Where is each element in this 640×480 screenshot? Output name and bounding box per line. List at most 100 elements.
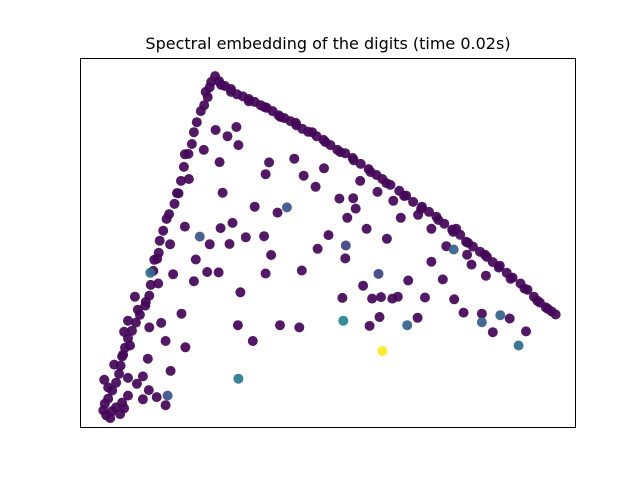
data-point xyxy=(376,292,386,303)
data-point xyxy=(275,320,285,331)
data-point xyxy=(162,390,173,401)
data-point xyxy=(224,239,235,249)
data-point xyxy=(127,325,137,336)
data-point xyxy=(137,371,148,382)
data-point xyxy=(103,382,114,393)
data-point xyxy=(226,86,236,97)
data-point xyxy=(408,196,419,207)
data-point xyxy=(364,320,375,331)
data-point xyxy=(186,139,197,149)
data-point xyxy=(132,304,143,315)
data-point xyxy=(156,317,167,328)
data-point xyxy=(320,137,331,148)
data-point xyxy=(504,313,515,324)
data-point xyxy=(266,250,277,260)
data-point xyxy=(123,315,133,326)
data-point xyxy=(296,265,307,276)
data-point xyxy=(476,317,487,328)
data-point xyxy=(165,239,176,250)
data-point xyxy=(195,106,206,117)
data-point xyxy=(505,273,516,284)
data-point xyxy=(513,340,524,351)
data-point xyxy=(153,278,164,289)
data-point xyxy=(259,231,270,242)
data-point xyxy=(165,365,176,376)
data-point xyxy=(381,233,392,244)
data-point xyxy=(480,270,491,281)
data-point xyxy=(183,174,194,184)
data-point xyxy=(437,274,448,285)
data-point xyxy=(451,223,462,234)
data-point xyxy=(462,249,473,260)
data-point xyxy=(426,256,437,267)
data-point xyxy=(307,127,318,138)
data-point xyxy=(213,267,224,278)
data-point xyxy=(202,267,213,277)
data-point xyxy=(281,202,292,213)
data-point xyxy=(190,254,201,265)
data-point xyxy=(388,195,399,206)
data-point xyxy=(260,268,271,279)
data-point xyxy=(433,215,444,225)
data-point xyxy=(227,217,238,228)
data-point xyxy=(173,188,184,199)
data-point xyxy=(188,276,199,287)
data-point xyxy=(235,287,246,298)
data-point xyxy=(412,312,423,323)
data-point xyxy=(335,147,346,158)
data-point xyxy=(180,342,191,353)
data-point xyxy=(458,307,469,318)
data-point xyxy=(367,293,378,304)
data-point xyxy=(123,372,133,383)
data-point xyxy=(210,125,221,135)
data-point xyxy=(290,117,301,128)
data-point xyxy=(215,223,226,234)
data-point xyxy=(365,167,376,177)
data-point xyxy=(348,155,359,166)
data-point xyxy=(131,378,142,389)
data-point xyxy=(259,102,270,113)
data-point xyxy=(158,225,169,236)
data-point xyxy=(233,373,244,384)
data-point xyxy=(392,291,403,302)
data-point xyxy=(240,232,251,243)
data-point xyxy=(395,212,406,223)
data-point xyxy=(176,175,186,186)
data-point xyxy=(319,163,329,174)
data-point xyxy=(358,280,369,291)
chart-title: Spectral embedding of the digits (time 0… xyxy=(145,34,510,53)
data-point xyxy=(216,79,227,90)
data-point xyxy=(521,326,531,337)
data-point xyxy=(373,268,384,279)
data-point xyxy=(323,230,334,241)
data-point xyxy=(289,153,300,164)
data-point xyxy=(381,178,392,189)
data-point xyxy=(542,303,553,314)
data-point xyxy=(145,267,156,278)
data-point xyxy=(463,237,474,248)
data-point xyxy=(312,243,323,254)
data-point xyxy=(204,82,215,93)
data-point xyxy=(374,312,385,322)
data-point xyxy=(188,127,199,138)
data-point xyxy=(243,96,254,107)
data-point xyxy=(294,322,305,333)
data-point xyxy=(550,309,561,320)
data-point xyxy=(191,117,202,128)
data-point xyxy=(449,294,460,305)
data-point xyxy=(413,209,424,220)
data-point xyxy=(399,191,410,201)
data-point xyxy=(117,351,128,362)
data-point xyxy=(160,336,171,346)
data-point xyxy=(495,310,506,321)
data-point xyxy=(176,308,187,319)
plot-frame xyxy=(80,58,576,428)
data-point xyxy=(198,144,209,155)
data-point xyxy=(260,169,271,180)
data-point xyxy=(310,181,321,192)
data-point xyxy=(111,377,122,388)
data-point xyxy=(114,368,125,379)
data-point xyxy=(361,223,372,234)
data-point xyxy=(231,122,242,132)
